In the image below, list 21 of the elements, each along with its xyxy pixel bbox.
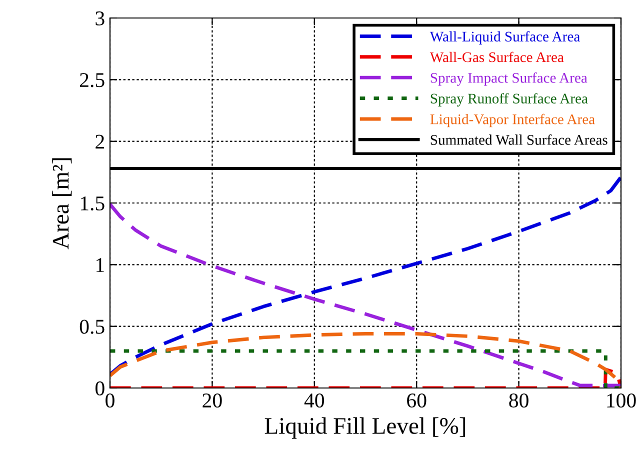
y-tick-label: 3 (96, 11, 104, 26)
y-tick-label: 1.5 (80, 196, 104, 211)
legend-label: Liquid-Vapor Interface Area (430, 114, 595, 128)
x-axis-title: Liquid Fill Level [%] (264, 417, 466, 439)
x-tick-label: 80 (509, 393, 528, 408)
y-tick-label: 0 (96, 381, 104, 396)
x-tick-label: 40 (304, 393, 324, 408)
x-tick-label: 0 (106, 393, 114, 408)
y-tick-label: 2.5 (80, 73, 104, 88)
x-tick-label: 100 (607, 393, 636, 408)
y-axis-title: Area [m²] (52, 158, 72, 250)
legend-label: Spray Runoff Surface Area (430, 93, 588, 107)
x-tick-label: 20 (202, 393, 222, 408)
legend-label: Summated Wall Surface Areas (430, 134, 608, 145)
x-tick-label: 60 (407, 393, 426, 408)
y-tick-label: 1 (96, 258, 104, 272)
y-tick-label: 2 (96, 134, 104, 149)
legend-label: Wall-Liquid Surface Area (430, 31, 580, 44)
legend-label: Spray Impact Surface Area (430, 72, 588, 86)
legend-label: Wall-Gas Surface Area (430, 52, 564, 62)
y-tick-label: 0.5 (80, 320, 104, 334)
